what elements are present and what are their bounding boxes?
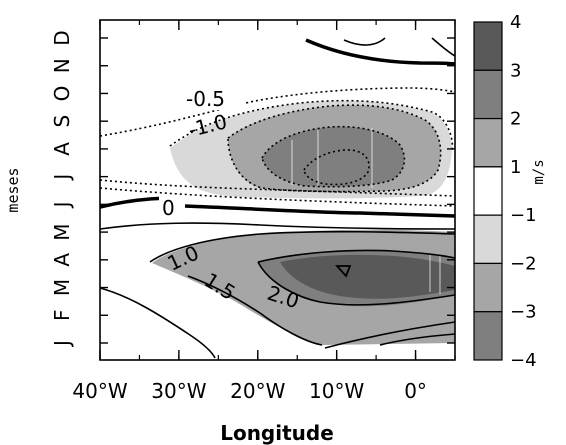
contour-lines: [99, 37, 456, 359]
y-tick-label: N: [50, 58, 74, 73]
max-marker: [334, 265, 352, 278]
x-tick-label: 10°W: [309, 379, 364, 403]
colorbar-label: 4: [510, 12, 521, 33]
y-tick-label: J: [50, 340, 74, 348]
fill-texture: [291, 128, 441, 294]
colorbar-swatch: [473, 262, 503, 313]
colorbar-units: m/s: [531, 159, 547, 184]
y-tick-label: D: [50, 30, 74, 45]
y-tick-label: M: [50, 279, 74, 296]
colorbar-swatch: [473, 166, 503, 216]
colorbar-label: 3: [510, 60, 521, 81]
colorbar-label: −1: [510, 205, 537, 226]
colorbar-label: −2: [510, 253, 537, 274]
contour-label-zero: 0: [162, 196, 175, 220]
x-ticks: 40°W 30°W 20°W 10°W 0°: [72, 20, 456, 403]
y-tick-label: F: [50, 310, 74, 322]
y-tick-label: J: [50, 201, 74, 209]
colorbar-swatch: [473, 117, 503, 168]
plot-frame: [99, 19, 456, 361]
x-tick-label: 0°: [404, 379, 427, 403]
y-tick-label: M: [50, 223, 74, 240]
colorbar-label: 1: [510, 157, 521, 178]
colorbar-label: 2: [510, 109, 521, 130]
contour-zero-right: [184, 204, 456, 218]
colorbar-label: −3: [510, 302, 537, 323]
y-tick-label: A: [50, 142, 74, 156]
colorbar-swatch: [473, 69, 503, 120]
contour-label-neg05: -0.5: [186, 87, 225, 111]
colorbar-swatch: [473, 21, 503, 71]
colorbar-swatch: [473, 214, 503, 265]
y-tick-label: A: [50, 253, 74, 267]
y-tick-label: O: [50, 86, 74, 102]
colorbar-swatch: [473, 311, 503, 361]
y-axis-title: meses: [4, 167, 22, 212]
x-tick-label: 20°W: [230, 379, 285, 403]
x-tick-label: 30°W: [151, 379, 206, 403]
x-tick-label: 40°W: [72, 379, 127, 403]
colorbar: 4 3 2 1 −1 −2 −3 −4: [473, 12, 537, 371]
fill-lower-3-to-4: [280, 254, 455, 299]
x-axis-title: Longitude: [220, 421, 334, 445]
y-tick-label: J: [50, 174, 74, 182]
y-tick-label: S: [50, 115, 74, 128]
colorbar-label: −4: [510, 350, 537, 371]
